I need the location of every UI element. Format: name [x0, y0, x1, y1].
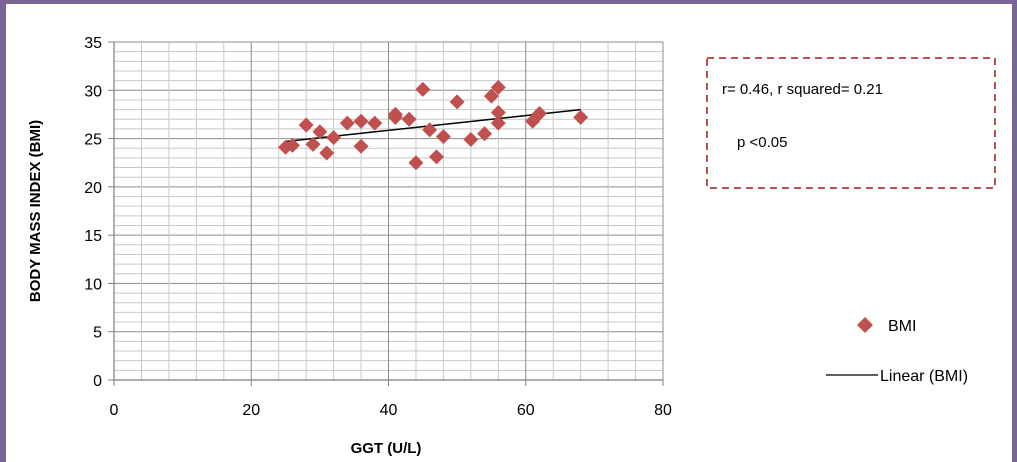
tick-labels: 0 5 10 15 20 25 30 35 0 20 40 60 80 [84, 35, 672, 419]
grid-lines [113, 41, 664, 381]
x-tick-label: 60 [517, 402, 535, 419]
y-tick-label: 0 [93, 373, 102, 390]
data-point [367, 115, 383, 131]
data-point [531, 105, 547, 121]
y-tick-label: 20 [84, 180, 102, 197]
data-point [449, 94, 465, 110]
legend-label-bmi: BMI [888, 318, 916, 335]
data-point [477, 126, 493, 142]
x-axis-title: GGT (U/L) [351, 440, 422, 457]
data-point [326, 130, 342, 146]
annotation-correlation: r= 0.46, r squared= 0.21 [722, 81, 883, 98]
data-point [573, 109, 589, 125]
data-point [429, 149, 445, 165]
data-point [298, 117, 314, 133]
data-point [483, 88, 499, 104]
annotation-box: r= 0.46, r squared= 0.21 p <0.05 [706, 57, 996, 189]
data-point [415, 81, 431, 97]
data-point [387, 109, 403, 125]
legend: BMI Linear (BMI) [826, 317, 968, 385]
data-point [490, 115, 506, 131]
data-point [490, 104, 506, 120]
data-point [353, 138, 369, 154]
data-point [422, 122, 438, 138]
x-tick-label: 0 [110, 402, 119, 419]
data-point [319, 145, 335, 161]
x-tick-label: 40 [380, 402, 398, 419]
annotation-border [706, 57, 996, 189]
y-tick-label: 25 [84, 132, 102, 149]
data-point [490, 79, 506, 95]
y-tick-label: 5 [93, 325, 102, 342]
data-point [284, 137, 300, 153]
data-point [312, 124, 328, 140]
data-points [278, 79, 589, 171]
legend-marker-diamond-icon [857, 317, 873, 333]
axes [108, 41, 664, 386]
y-tick-label: 35 [84, 35, 102, 52]
y-tick-label: 30 [84, 83, 102, 100]
data-point [353, 113, 369, 129]
data-point [305, 136, 321, 152]
y-tick-label: 10 [84, 276, 102, 293]
annotation-pvalue: p <0.05 [737, 134, 787, 151]
data-point [339, 115, 355, 131]
data-point [463, 132, 479, 148]
x-tick-label: 80 [654, 402, 672, 419]
y-axis-title: BODY MASS INDEX (BMI) [27, 120, 44, 302]
y-tick-label: 15 [84, 228, 102, 245]
legend-label-linear: Linear (BMI) [880, 368, 968, 385]
data-point [408, 155, 424, 171]
x-tick-label: 20 [242, 402, 260, 419]
data-point [435, 129, 451, 145]
data-point [401, 111, 417, 127]
